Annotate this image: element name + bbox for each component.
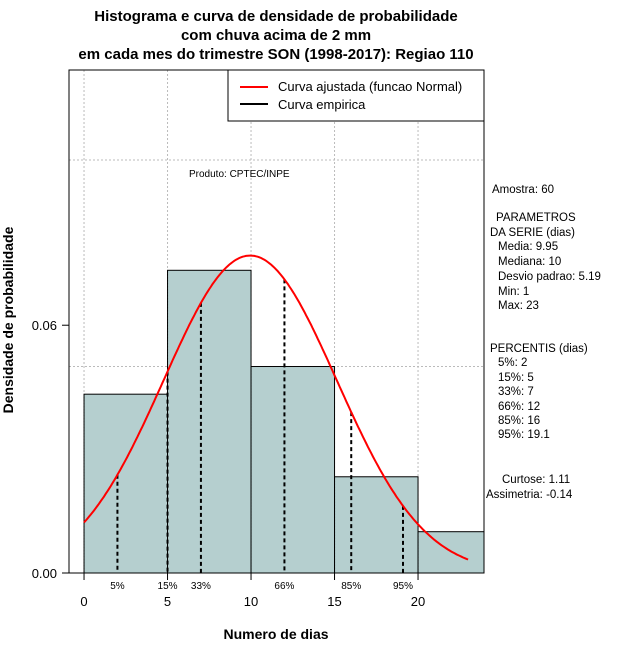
x-axis-label: Numero de dias — [223, 626, 328, 642]
legend-box — [227, 69, 485, 122]
stat-media: Media: 9.95 — [498, 241, 558, 253]
percentile-label: 95% — [393, 581, 413, 592]
stat-desvio: Desvio padrao: 5.19 — [498, 271, 601, 283]
normal-curve — [83, 254, 469, 561]
stat-max: Max: 23 — [498, 300, 539, 312]
histogram-bars — [83, 269, 484, 573]
stat-p15: 15%: 5 — [498, 372, 534, 384]
percentile-label: 33% — [191, 581, 211, 592]
stat-parametros-sub: DA SERIE (dias) — [490, 227, 575, 239]
percentile-labels: 5% 15% 33% 66% 85% 95% — [110, 581, 413, 592]
percentile-label: 5% — [110, 581, 125, 592]
product-annotation: Produto: CPTEC/INPE — [189, 169, 290, 180]
stat-min: Min: 1 — [498, 286, 529, 298]
y-tick-label: 0.06 — [32, 318, 57, 333]
legend-label-normal: Curva ajustada (funcao Normal) — [278, 79, 462, 94]
percentile-lines — [116, 279, 405, 573]
stat-p66: 66%: 12 — [498, 401, 540, 413]
x-tick-label: 0 — [80, 594, 87, 609]
percentile-label: 15% — [158, 581, 178, 592]
stat-parametros-title: PARAMETROS — [496, 212, 576, 224]
x-tick-label: 20 — [411, 594, 425, 609]
stat-percentis-title: PERCENTIS (dias) — [490, 343, 588, 355]
percentile-label: 85% — [341, 581, 361, 592]
statistics-panel: Amostra: 60 PARAMETROS DA SERIE (dias) M… — [486, 184, 601, 501]
y-axis: 0.00 0.06 — [32, 318, 69, 581]
x-tick-label: 10 — [244, 594, 258, 609]
chart-title-line-3: em cada mes do trimestre SON (1998-2017)… — [78, 46, 473, 63]
stat-p85: 85%: 16 — [498, 415, 540, 427]
histogram-bar — [167, 269, 252, 573]
stat-amostra: Amostra: 60 — [492, 184, 554, 196]
legend: Curva ajustada (funcao Normal) Curva emp… — [227, 69, 485, 122]
x-axis: 0 5 10 15 20 — [80, 573, 425, 609]
x-tick-label: 5 — [164, 594, 171, 609]
percentile-label: 66% — [274, 581, 294, 592]
chart-title-line-1: Histograma e curva de densidade de proba… — [94, 8, 457, 25]
legend-label-empirica: Curva empirica — [278, 97, 366, 112]
stat-mediana: Mediana: 10 — [498, 256, 561, 268]
stat-p5: 5%: 2 — [498, 357, 527, 369]
histogram-bar — [334, 476, 419, 573]
stat-assimetria: Assimetria: -0.14 — [486, 489, 573, 501]
histogram-bar — [83, 393, 169, 573]
stat-curtose: Curtose: 1.11 — [502, 474, 570, 486]
x-tick-label: 15 — [327, 594, 341, 609]
y-tick-label: 0.00 — [32, 566, 57, 581]
histogram-bar — [250, 366, 336, 573]
chart-title-line-2: com chuva acima de 2 mm — [181, 27, 371, 44]
y-axis-label: Densidade de probabilidade — [0, 226, 16, 413]
stat-p33: 33%: 7 — [498, 386, 534, 398]
stat-p95: 95%: 19.1 — [498, 429, 550, 441]
histogram-bar — [417, 531, 484, 573]
